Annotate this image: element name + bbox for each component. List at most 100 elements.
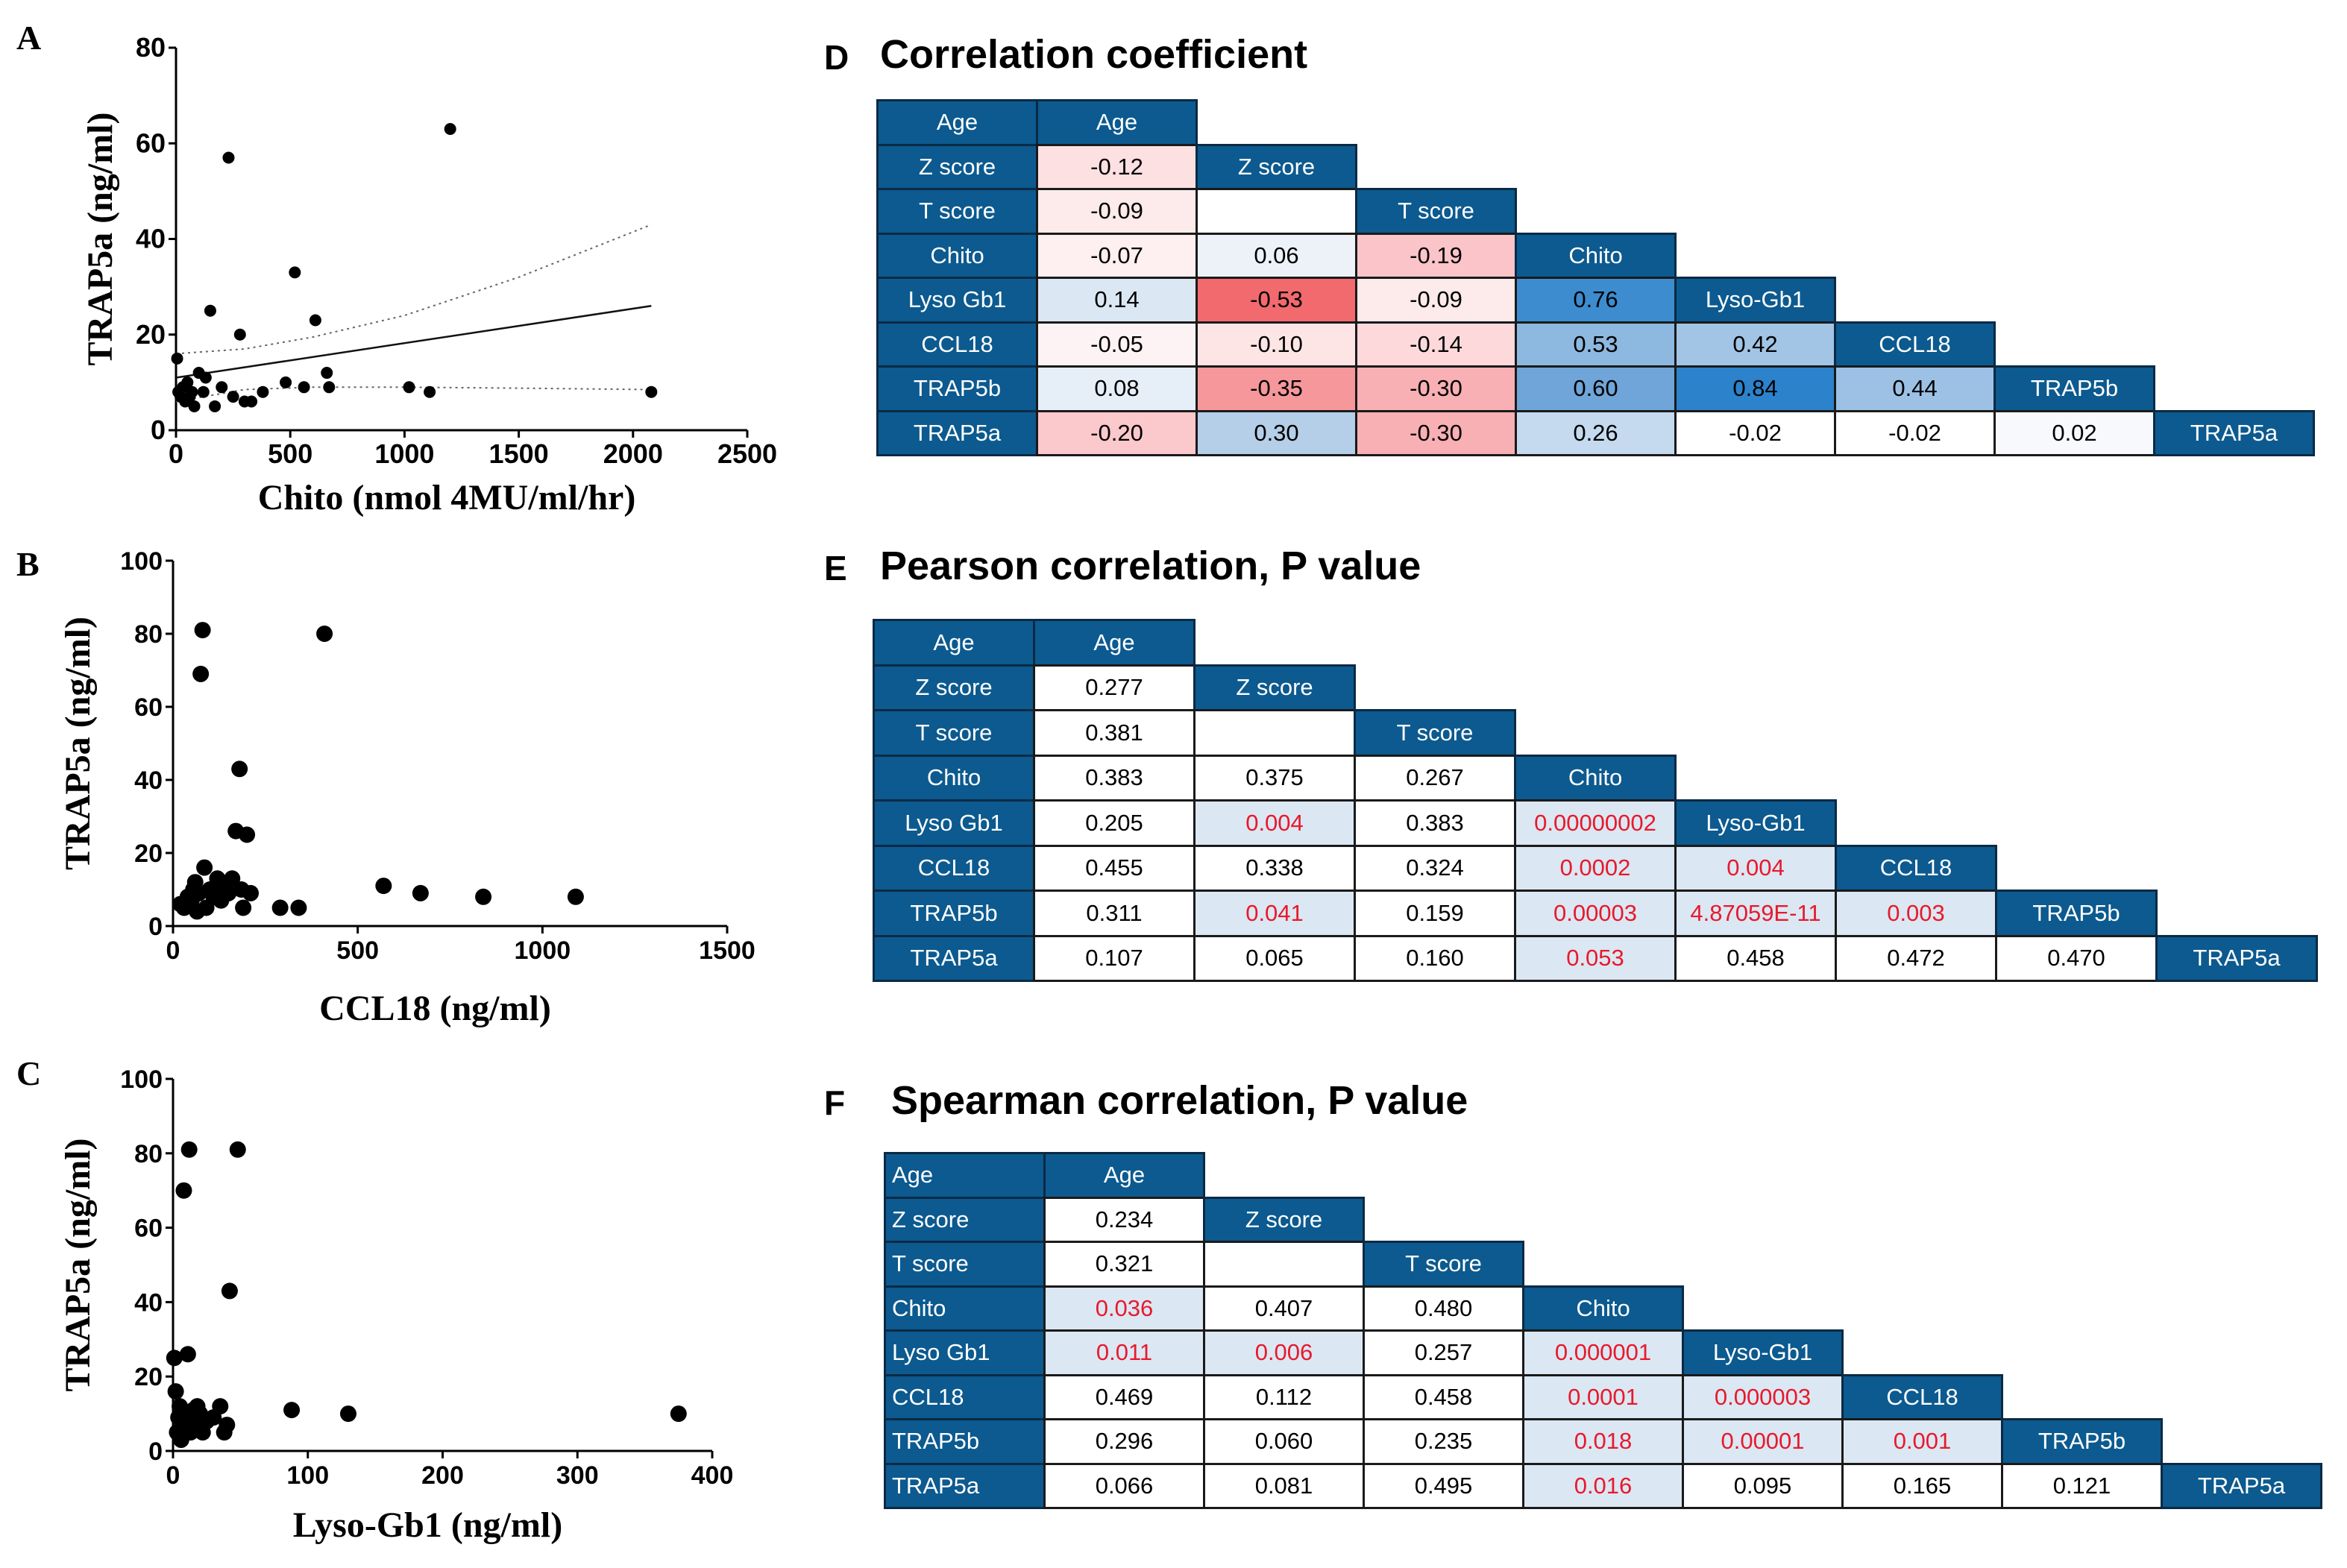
x-tick-label-a: 2000 bbox=[603, 438, 663, 469]
matrix-cell bbox=[1203, 1241, 1365, 1288]
data-point-b bbox=[567, 888, 584, 905]
matrix-cell: 0.018 bbox=[1522, 1418, 1684, 1465]
x-tick-label-a: 500 bbox=[268, 438, 312, 469]
matrix-cell: 4.87059E-11 bbox=[1674, 890, 1837, 937]
x-tick-label-a: 1500 bbox=[489, 438, 549, 469]
matrix-cell: -0.09 bbox=[1355, 277, 1517, 324]
y-tick-label-c: 20 bbox=[134, 1363, 163, 1391]
data-point-a bbox=[209, 400, 221, 412]
x-tick-label-a: 2500 bbox=[717, 438, 777, 469]
data-point-a bbox=[204, 304, 216, 317]
data-point-a bbox=[199, 371, 212, 384]
panel-label-e: E bbox=[824, 549, 847, 588]
x-tick-label-b: 1000 bbox=[515, 936, 571, 965]
data-point-a bbox=[309, 314, 321, 327]
matrix-cell: 0.053 bbox=[1514, 934, 1677, 982]
matrix-cell: 0.004 bbox=[1674, 844, 1837, 892]
matrix-cell: -0.02 bbox=[1834, 409, 1996, 456]
regression-line bbox=[175, 305, 652, 379]
matrix-cell: -0.09 bbox=[1036, 188, 1198, 235]
x-axis-label-a: Chito (nmol 4MU/ml/hr) bbox=[258, 478, 636, 517]
y-tick-label-a: 0 bbox=[151, 415, 166, 445]
data-point-c bbox=[180, 1141, 198, 1158]
data-point-c bbox=[221, 1282, 238, 1300]
matrix-cell: 0.458 bbox=[1674, 934, 1837, 982]
matrix-cell: -0.53 bbox=[1196, 277, 1357, 324]
data-point-a bbox=[298, 381, 310, 394]
matrix-cell: 0.296 bbox=[1043, 1418, 1205, 1465]
data-point-a bbox=[233, 328, 246, 341]
ci-upper-line bbox=[175, 224, 652, 355]
matrix-cell: 0.407 bbox=[1203, 1285, 1365, 1332]
panel-label-f: F bbox=[824, 1083, 846, 1122]
data-point-a bbox=[171, 352, 183, 365]
matrix-cell: 0.84 bbox=[1674, 365, 1836, 412]
row-header: Age bbox=[884, 1152, 1046, 1199]
data-point-b bbox=[220, 884, 237, 901]
x-tick-label-b: 0 bbox=[166, 936, 180, 965]
column-header: Chito bbox=[1515, 232, 1677, 279]
matrix-cell: 0.060 bbox=[1203, 1418, 1365, 1465]
matrix-cell: 0.0002 bbox=[1514, 844, 1677, 892]
column-header: Z score bbox=[1193, 664, 1356, 711]
matrix-cell: 0.321 bbox=[1043, 1241, 1205, 1288]
y-tick-label-a: 80 bbox=[136, 32, 166, 63]
matrix-cell bbox=[1193, 709, 1356, 757]
y-tick-label-b: 60 bbox=[134, 693, 163, 722]
data-point-b bbox=[239, 826, 256, 843]
row-header: Chito bbox=[876, 232, 1038, 279]
row-header: CCL18 bbox=[884, 1373, 1046, 1420]
data-point-a bbox=[424, 385, 436, 398]
panel-label-b: B bbox=[16, 545, 40, 583]
data-point-b bbox=[271, 899, 289, 916]
matrix-cell: 0.016 bbox=[1522, 1462, 1684, 1509]
matrix-cell: -0.19 bbox=[1355, 232, 1517, 279]
data-point-a bbox=[289, 266, 301, 279]
x-tick-label-c: 100 bbox=[286, 1461, 329, 1490]
matrix-cell: 0.76 bbox=[1515, 277, 1677, 324]
matrix-cell: 0.235 bbox=[1363, 1418, 1524, 1465]
y-tick-label-c: 0 bbox=[148, 1438, 163, 1466]
matrix-cell: 0.472 bbox=[1835, 934, 1997, 982]
row-header: Chito bbox=[873, 754, 1035, 802]
column-header: Lyso-Gb1 bbox=[1682, 1329, 1844, 1376]
row-header: Z score bbox=[873, 664, 1035, 711]
matrix-cell: 0.480 bbox=[1363, 1285, 1524, 1332]
data-point-b bbox=[192, 665, 210, 682]
matrix-cell: 0.338 bbox=[1193, 844, 1356, 892]
data-point-a bbox=[645, 385, 658, 398]
matrix-cell: -0.12 bbox=[1036, 143, 1198, 190]
data-point-b bbox=[475, 888, 492, 905]
matrix-cell: -0.10 bbox=[1196, 321, 1357, 368]
row-header: Chito bbox=[884, 1285, 1046, 1332]
column-header: Lyso-Gb1 bbox=[1674, 277, 1836, 324]
matrix-cell: -0.14 bbox=[1355, 321, 1517, 368]
ci-lower-line bbox=[175, 386, 652, 403]
x-axis-label-c: Lyso-Gb1 (ng/ml) bbox=[293, 1505, 562, 1545]
matrix-cell: 0.60 bbox=[1515, 365, 1677, 412]
x-tick-label-a: 0 bbox=[169, 438, 183, 469]
matrix-cell: -0.05 bbox=[1036, 321, 1198, 368]
row-header: Lyso Gb1 bbox=[876, 277, 1038, 324]
matrix-cell: 0.381 bbox=[1033, 709, 1196, 757]
matrix-cell: 0.277 bbox=[1033, 664, 1196, 711]
matrix-cell: 0.30 bbox=[1196, 409, 1357, 456]
matrix-cell: 0.458 bbox=[1363, 1373, 1524, 1420]
y-tick-label-b: 0 bbox=[148, 913, 163, 941]
row-header: Lyso Gb1 bbox=[873, 799, 1035, 847]
data-point-a bbox=[197, 385, 210, 398]
matrix-cell: 0.081 bbox=[1203, 1462, 1365, 1509]
matrix-cell: 0.44 bbox=[1834, 365, 1996, 412]
matrix-cell: -0.35 bbox=[1196, 365, 1357, 412]
matrix-cell: 0.267 bbox=[1354, 754, 1516, 802]
matrix-cell: 0.107 bbox=[1033, 934, 1196, 982]
x-tick-label-c: 200 bbox=[421, 1461, 464, 1490]
data-point-b bbox=[196, 859, 213, 876]
matrix-cell: 0.121 bbox=[2001, 1462, 2163, 1509]
data-point-a bbox=[323, 381, 336, 394]
matrix-cell: 0.112 bbox=[1203, 1373, 1365, 1420]
data-point-a bbox=[222, 151, 235, 164]
data-point-c bbox=[212, 1398, 229, 1415]
column-header: Age bbox=[1036, 99, 1198, 146]
